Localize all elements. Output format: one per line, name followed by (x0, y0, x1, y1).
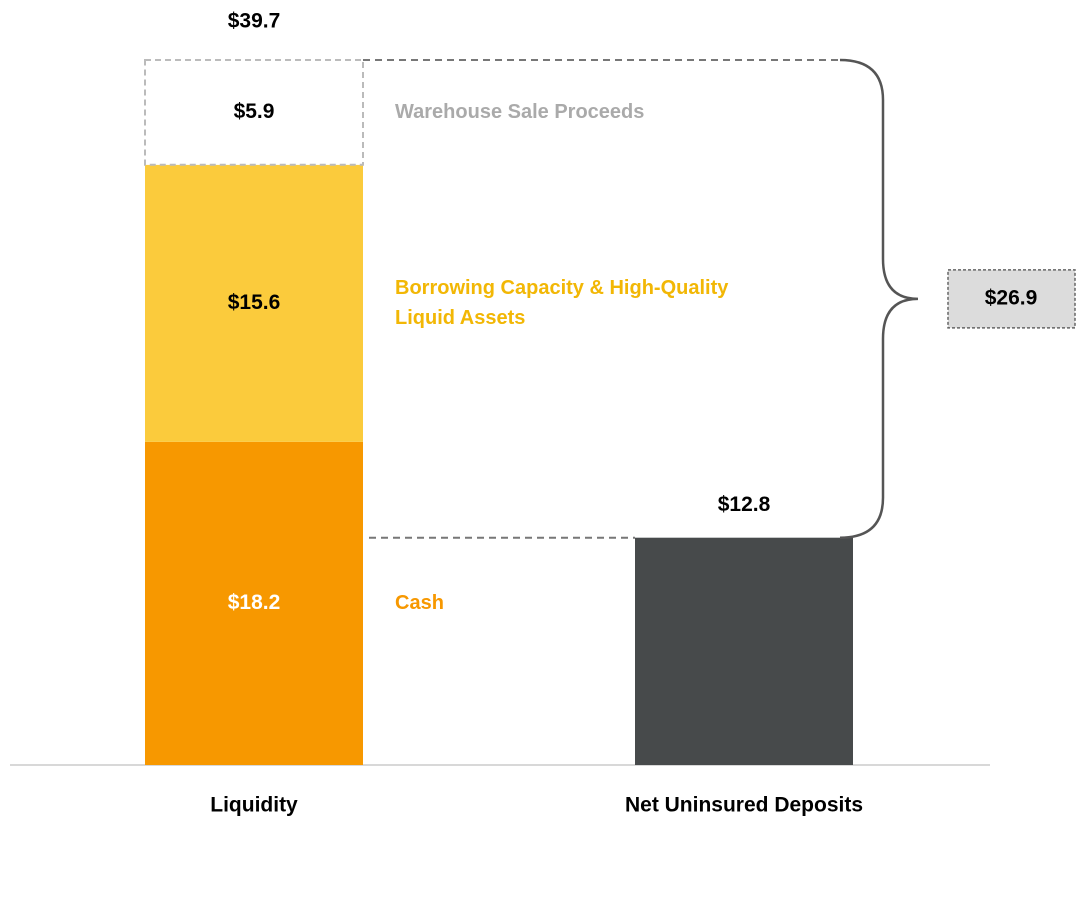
series-name: Cash (395, 592, 444, 615)
bar-segment (145, 164, 363, 442)
difference-box (947, 269, 1076, 329)
bar-segment (635, 537, 853, 765)
series-name: Warehouse Sale Proceeds (395, 101, 645, 124)
difference-label: $26.9 (985, 286, 1038, 309)
series-label: Borrowing Capacity & High-Quality Liquid… (395, 277, 729, 330)
series-name: Borrowing Capacity & High-Quality Liquid… (395, 277, 729, 330)
series-label: Cash (395, 592, 444, 615)
category-label: Liquidity (210, 794, 298, 817)
series-label: Warehouse Sale Proceeds (395, 101, 645, 124)
bar-segment (144, 59, 364, 166)
brace (839, 58, 919, 539)
total-label: $39.7 (228, 10, 281, 33)
value-label: $12.8 (718, 493, 771, 516)
bar-segment (145, 441, 363, 765)
value-label: $5.9 (234, 100, 275, 123)
value-label: $18.2 (228, 591, 281, 614)
value-label: $15.6 (228, 291, 281, 314)
category-label: Net Uninsured Deposits (625, 794, 863, 817)
